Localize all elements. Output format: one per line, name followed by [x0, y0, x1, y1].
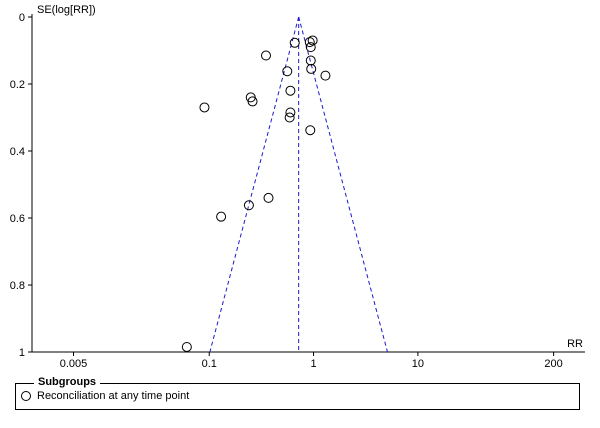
data-point	[320, 70, 331, 81]
funnel-left-limit	[209, 16, 300, 353]
data-point	[282, 66, 293, 77]
data-point	[260, 50, 271, 61]
data-point	[216, 211, 227, 222]
y-tick-label: 0.8	[10, 280, 25, 292]
x-tick-label: 200	[544, 358, 562, 370]
data-points	[181, 35, 331, 352]
y-tick-label: 0.4	[10, 146, 25, 158]
legend: Subgroups Reconciliation at any time poi…	[15, 376, 580, 410]
data-point	[305, 125, 316, 136]
y-tick-label: 0.2	[10, 79, 25, 91]
data-point	[305, 55, 316, 66]
data-point	[307, 35, 318, 46]
data-point	[289, 37, 300, 48]
x-tick-label: 10	[412, 358, 424, 370]
y-tick-label: 0.6	[10, 213, 25, 225]
axes	[31, 14, 585, 353]
legend-item-label: Reconciliation at any time point	[37, 390, 190, 402]
x-tick-label: 1	[310, 358, 316, 370]
data-point	[285, 85, 296, 96]
data-point	[305, 42, 316, 53]
data-point	[306, 63, 317, 74]
y-axis-label: SE(log[RR])	[37, 4, 96, 16]
legend-title: Subgroups	[34, 376, 101, 388]
open-circle-icon	[21, 391, 31, 401]
x-tick-label: 0.1	[202, 358, 217, 370]
x-ticks: 0.005 0.1 1 10 200	[60, 352, 563, 370]
data-point	[284, 112, 295, 123]
x-axis-label: RR	[567, 338, 583, 350]
legend-item: Reconciliation at any time point	[21, 390, 189, 402]
y-tick-label: 1	[19, 347, 25, 359]
funnel-plot: 0 0.2 0.4 0.6 0.8 1 0.005 0.1 1 10 200 SE(log[RR]…	[10, 4, 585, 370]
data-point	[247, 96, 258, 107]
x-tick-label: 0.005	[60, 358, 88, 370]
funnel-right-limit	[298, 16, 388, 353]
data-point	[263, 192, 274, 203]
data-point	[285, 107, 296, 118]
y-tick-label: 0	[19, 12, 25, 24]
funnel-lines	[209, 16, 388, 353]
data-point	[304, 37, 315, 48]
y-ticks: 0 0.2 0.4 0.6 0.8 1	[10, 12, 32, 359]
data-point	[181, 341, 192, 352]
data-point	[199, 102, 210, 113]
data-point	[243, 200, 254, 211]
